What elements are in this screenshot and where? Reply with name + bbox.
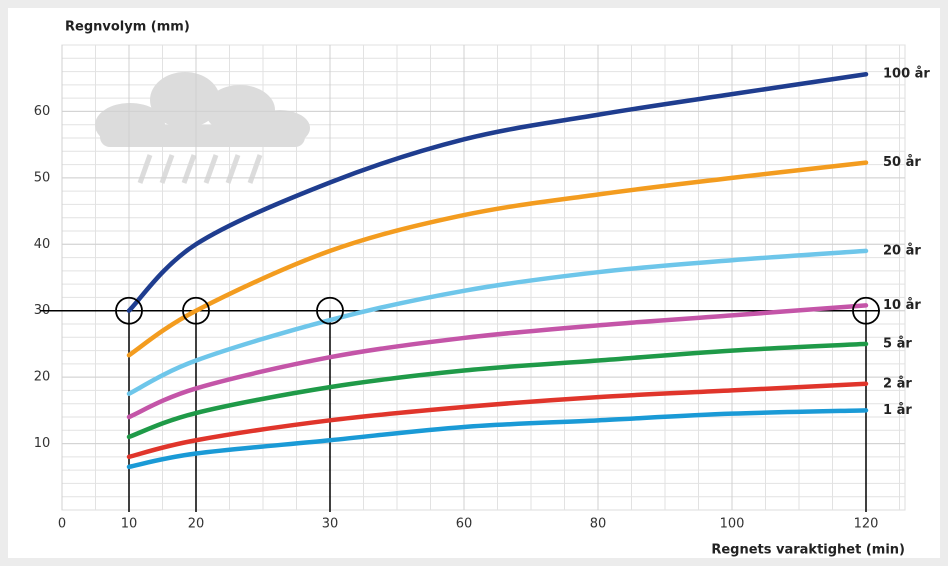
x-tick-label: 60 [456, 517, 473, 532]
y-tick-label: 60 [34, 104, 51, 119]
legend-label: 20 år [883, 243, 921, 258]
y-tick-label: 10 [34, 436, 51, 451]
x-tick-label: 0 [58, 517, 66, 532]
x-tick-label: 80 [590, 517, 607, 532]
y-tick-label: 40 [34, 237, 51, 252]
x-tick-label: 30 [322, 517, 339, 532]
x-tick-label: 10 [121, 517, 138, 532]
legend-label: 1 år [883, 403, 912, 418]
y-tick-label: 20 [34, 370, 51, 385]
legend-label: 100 år [883, 67, 930, 82]
legend-label: 50 år [883, 155, 921, 170]
legend-label: 10 år [883, 298, 921, 313]
x-tick-label: 100 [720, 517, 745, 532]
chart: Regnvolym (mm) Regnets varaktighet (min)… [0, 0, 948, 566]
legend-label: 5 år [883, 336, 912, 351]
x-axis-label: Regnets varaktighet (min) [711, 543, 905, 558]
y-axis-label: Regnvolym (mm) [65, 20, 190, 35]
x-tick-label: 120 [854, 517, 879, 532]
y-tick-label: 50 [34, 170, 51, 185]
x-tick-label: 20 [188, 517, 205, 532]
legend-label: 2 år [883, 376, 912, 391]
